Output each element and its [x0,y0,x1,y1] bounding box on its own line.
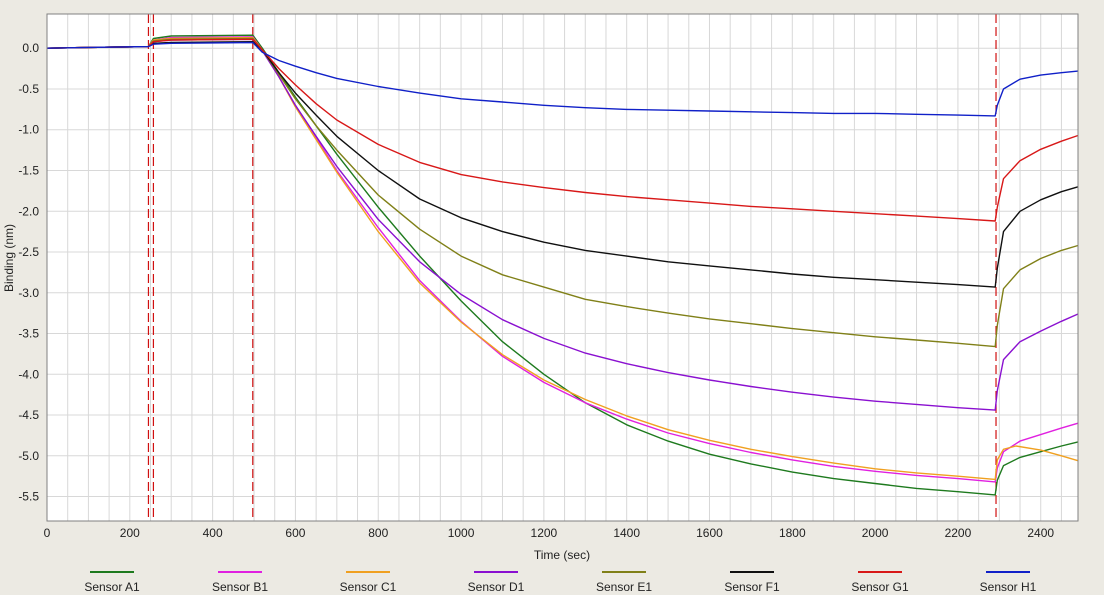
x-tick-label: 2200 [945,526,972,540]
x-tick-label: 1600 [696,526,723,540]
legend-label: Sensor D1 [468,580,525,594]
x-axis-label: Time (sec) [534,548,590,562]
series-line [46,41,1079,117]
plot-area [47,14,1078,521]
legend-label: Sensor H1 [980,580,1037,594]
x-tick-label: 2400 [1027,526,1054,540]
step-markers [147,14,997,521]
legend-label: Sensor A1 [84,580,140,594]
x-tick-label: 0 [44,526,51,540]
y-tick-label: -4.0 [18,367,39,381]
series-line [46,38,1079,222]
legend-label: Sensor F1 [724,580,780,594]
legend-label: Sensor B1 [212,580,268,594]
x-tick-label: 200 [120,526,140,540]
x-tick-label: 2000 [862,526,889,540]
y-tick-label: -3.5 [18,327,39,341]
x-axis-ticks: 0 200 400 600 800 1000 1200 1400 1600 1800 2000 220… [44,526,1055,540]
x-tick-label: 400 [203,526,223,540]
y-axis-label: Binding (nm) [2,224,16,292]
y-tick-label: -1.0 [18,123,39,137]
series-line [46,41,1079,288]
legend-label: Sensor E1 [596,580,652,594]
legend-label: Sensor C1 [340,580,397,594]
x-tick-label: 1800 [779,526,806,540]
y-axis-ticks: 0.0 -0.5 -1.0 -1.5 -2.0 -2.5 -3.0 -3.5 -4.0 -4.5 -… [18,41,39,503]
y-tick-label: -1.5 [18,164,39,178]
legend: Sensor A1 Sensor B1 Sensor C1 Sensor D1 Sens… [84,571,1037,594]
y-tick-label: 0.0 [22,41,39,55]
y-tick-label: -5.5 [18,490,39,504]
x-tick-label: 800 [368,526,388,540]
x-tick-label: 1200 [531,526,558,540]
y-tick-label: -3.0 [18,286,39,300]
x-tick-label: 1400 [613,526,640,540]
x-tick-label: 1000 [448,526,475,540]
series-lines [46,34,1079,496]
x-tick-label: 600 [285,526,305,540]
y-tick-label: -5.0 [18,449,39,463]
plot-frame [46,13,1079,522]
y-tick-label: -2.5 [18,245,39,259]
y-tick-label: -0.5 [18,82,39,96]
legend-label: Sensor G1 [851,580,909,594]
y-tick-label: -2.0 [18,204,39,218]
y-tick-label: -4.5 [18,408,39,422]
